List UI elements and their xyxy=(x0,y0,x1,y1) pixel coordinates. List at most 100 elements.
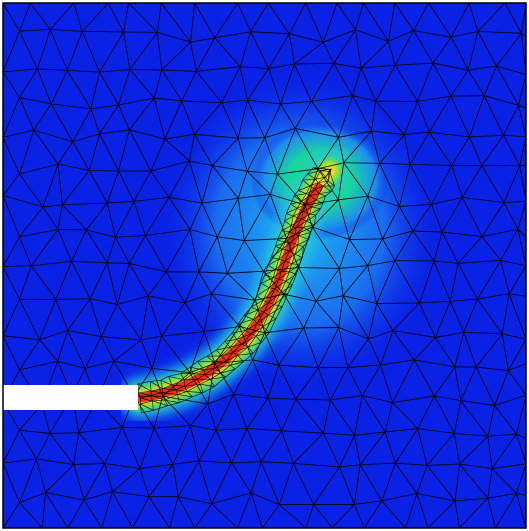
mesh-edge xyxy=(241,335,257,345)
mesh-edge xyxy=(303,239,310,247)
mesh-edge xyxy=(264,332,280,366)
mesh-edge xyxy=(274,280,286,289)
mesh-edge xyxy=(301,193,307,202)
mesh-edge xyxy=(36,433,51,460)
mesh-edge xyxy=(333,29,356,64)
mesh-edge xyxy=(290,234,296,243)
mesh-edge xyxy=(2,129,34,138)
mesh-edge xyxy=(507,338,527,371)
mesh-edge xyxy=(107,262,130,264)
mesh-edge xyxy=(295,218,302,228)
mesh-edge xyxy=(286,213,294,217)
mesh-edge xyxy=(184,378,198,381)
mesh-edge xyxy=(198,430,217,462)
mesh-edge xyxy=(214,360,227,369)
mesh-edge xyxy=(458,259,501,264)
mesh-edge xyxy=(175,385,185,391)
mesh-edge xyxy=(261,277,274,284)
mesh-edge xyxy=(331,185,335,192)
mesh-edge xyxy=(516,433,527,440)
mesh-edge xyxy=(99,129,130,135)
mesh-edge xyxy=(198,271,228,274)
mesh-edge xyxy=(500,260,510,294)
mesh-edge xyxy=(73,2,83,32)
mesh-edge xyxy=(363,500,383,529)
mesh-edge xyxy=(342,295,377,304)
mesh-edge xyxy=(518,105,527,137)
mesh-edge xyxy=(104,427,123,464)
mesh-edge xyxy=(309,178,317,187)
mesh-edge xyxy=(39,330,68,341)
mesh-edge xyxy=(177,394,193,398)
mesh-edge xyxy=(432,62,469,71)
mesh-edge xyxy=(317,327,340,368)
mesh-edge xyxy=(140,403,142,413)
mesh-edge xyxy=(309,185,316,190)
mesh-edge xyxy=(250,295,257,308)
mesh-edge xyxy=(257,315,269,324)
mesh-edge xyxy=(469,134,504,138)
mesh-edge xyxy=(274,292,281,305)
mesh-edge xyxy=(323,432,355,436)
mesh-edge xyxy=(232,352,238,356)
mesh-edge xyxy=(231,461,262,464)
mesh-edge xyxy=(354,500,382,505)
mesh-edge xyxy=(129,69,155,99)
mesh-edge xyxy=(264,327,304,334)
mesh-edge xyxy=(133,196,170,202)
mesh-edge xyxy=(19,229,59,238)
mesh-edge xyxy=(269,287,275,289)
mesh-edge xyxy=(164,100,183,140)
mesh-edge xyxy=(292,208,298,217)
mesh-edge xyxy=(306,185,311,194)
mesh-edge xyxy=(162,388,176,391)
mesh-edge xyxy=(311,206,321,209)
mesh-edge xyxy=(399,203,432,207)
mesh-edge xyxy=(72,141,90,171)
mesh-edge xyxy=(451,31,478,38)
mesh-edge xyxy=(184,383,201,387)
mesh-edge xyxy=(262,318,277,327)
mesh-edge xyxy=(203,331,216,364)
mesh-edge xyxy=(194,133,239,139)
mesh-edge xyxy=(189,229,200,272)
mesh-edge xyxy=(187,383,201,392)
mesh-edge xyxy=(251,323,258,334)
mesh-edge xyxy=(169,496,179,529)
mesh-edge xyxy=(311,95,353,102)
mesh-edge xyxy=(441,231,459,264)
mesh-edge xyxy=(367,195,400,207)
mesh-edge xyxy=(303,220,307,228)
mesh-edge xyxy=(381,492,418,502)
mesh-edge xyxy=(184,302,205,332)
mesh-edge xyxy=(302,211,310,215)
mesh-edge xyxy=(240,66,269,69)
mesh-edge xyxy=(519,164,527,167)
mesh-edge xyxy=(315,300,340,328)
mesh-edge xyxy=(318,180,329,183)
mesh-edge xyxy=(161,69,197,72)
mesh-edge xyxy=(392,395,435,403)
mesh-edge xyxy=(153,427,174,465)
mesh-edge xyxy=(162,395,191,426)
mesh-edge xyxy=(179,396,193,403)
mesh-edge xyxy=(128,263,149,297)
mesh-edge xyxy=(200,384,204,393)
mesh-edge xyxy=(487,436,493,469)
mesh-edge xyxy=(247,335,257,348)
mesh-edge xyxy=(268,277,274,288)
mesh-edge xyxy=(481,202,505,237)
mesh-edge xyxy=(294,246,304,255)
mesh-edge xyxy=(268,68,282,105)
mesh-edge xyxy=(268,288,276,303)
mesh-edge xyxy=(395,462,428,466)
mesh-edge xyxy=(487,468,493,499)
mesh-edge xyxy=(118,104,130,130)
mesh-edge xyxy=(325,191,332,197)
mesh-edge xyxy=(347,367,363,396)
mesh-edge xyxy=(2,502,20,529)
mesh-edge xyxy=(355,2,365,30)
mesh-edge xyxy=(220,365,231,374)
mesh-edge xyxy=(280,63,295,105)
